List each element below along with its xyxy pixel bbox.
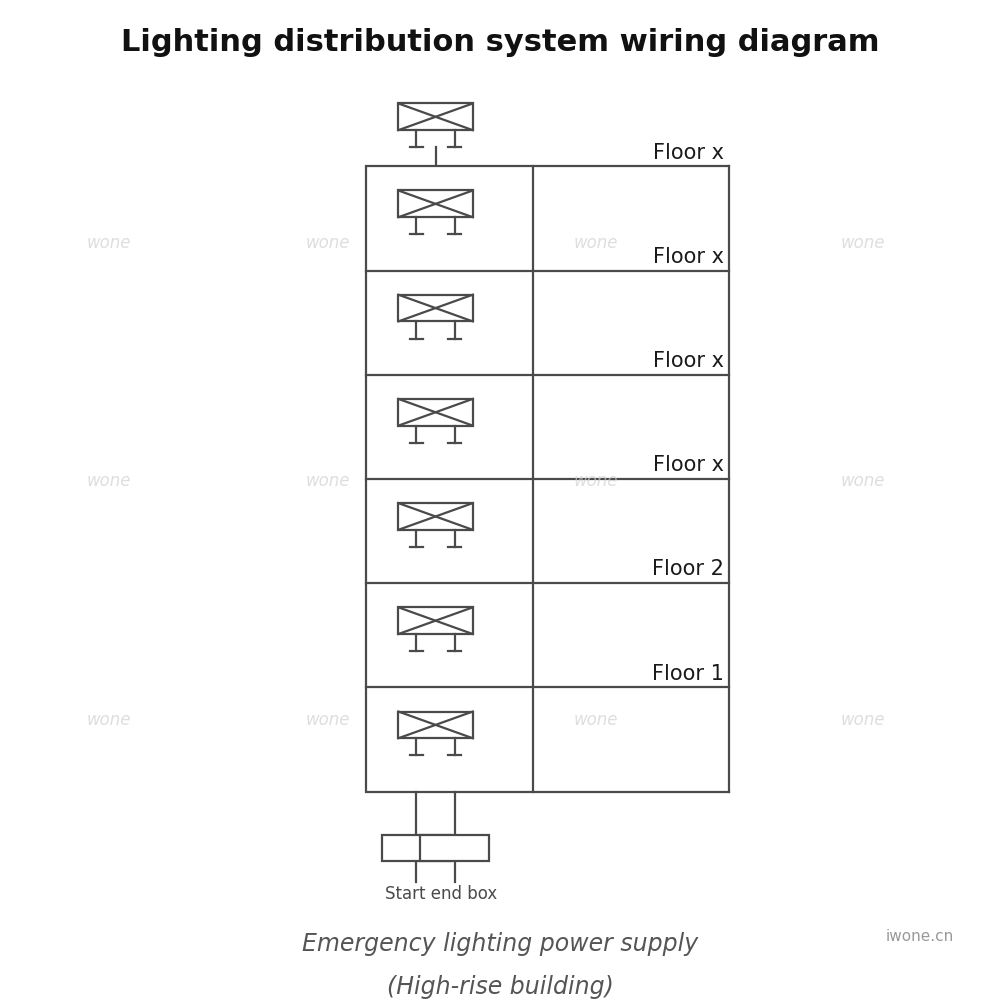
Text: Floor 1: Floor 1 bbox=[652, 664, 724, 684]
Bar bbox=[366, 166, 533, 792]
Bar bbox=[398, 190, 473, 217]
Text: (High-rise building): (High-rise building) bbox=[387, 975, 613, 999]
Text: wone: wone bbox=[86, 472, 131, 490]
Bar bbox=[398, 712, 473, 738]
Bar bbox=[398, 607, 473, 634]
Bar bbox=[398, 295, 473, 321]
Bar bbox=[398, 103, 473, 130]
Text: Floor x: Floor x bbox=[653, 247, 724, 267]
Text: wone: wone bbox=[86, 234, 131, 252]
Bar bbox=[398, 399, 473, 426]
Text: Emergency lighting power supply: Emergency lighting power supply bbox=[302, 932, 698, 956]
Text: wone: wone bbox=[306, 472, 350, 490]
Text: Floor x: Floor x bbox=[653, 143, 724, 163]
Text: iwone.cn: iwone.cn bbox=[885, 929, 953, 944]
Text: wone: wone bbox=[840, 472, 885, 490]
Text: Lighting distribution system wiring diagram: Lighting distribution system wiring diag… bbox=[121, 28, 879, 57]
Text: wone: wone bbox=[306, 711, 350, 729]
Bar bbox=[398, 503, 473, 530]
Text: wone: wone bbox=[573, 234, 618, 252]
Text: wone: wone bbox=[86, 711, 131, 729]
Text: Floor x: Floor x bbox=[653, 455, 724, 475]
Bar bbox=[420, 835, 489, 861]
Text: Floor x: Floor x bbox=[653, 351, 724, 371]
Text: Start end box: Start end box bbox=[385, 885, 497, 903]
Text: wone: wone bbox=[573, 711, 618, 729]
Text: wone: wone bbox=[840, 234, 885, 252]
Text: wone: wone bbox=[573, 472, 618, 490]
Text: wone: wone bbox=[840, 711, 885, 729]
Text: wone: wone bbox=[306, 234, 350, 252]
Text: Floor 2: Floor 2 bbox=[652, 559, 724, 579]
Bar bbox=[382, 835, 451, 861]
